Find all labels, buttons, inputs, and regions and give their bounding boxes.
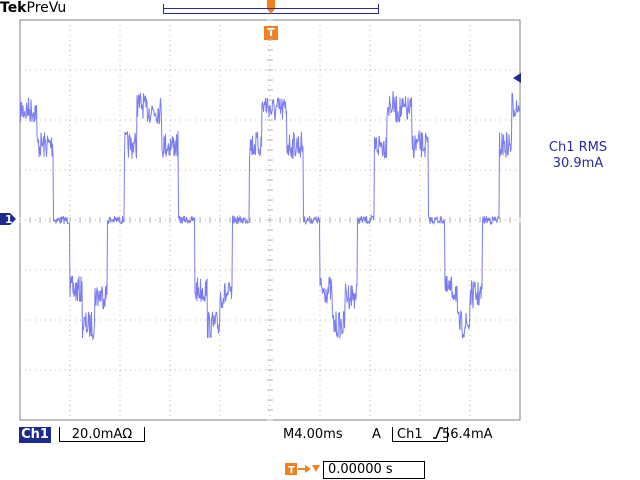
mode-prevu: PreVu <box>26 0 67 16</box>
ch1-badge[interactable]: Ch1 <box>19 427 51 443</box>
ch1-ground-marker[interactable]: 1 <box>0 211 16 227</box>
trigger-source-label: Ch1 <box>397 427 423 442</box>
svg-text:T: T <box>288 465 295 476</box>
rising-edge-icon <box>432 427 443 439</box>
graticule <box>19 19 521 421</box>
ch1-scale: 20.0mAΩ <box>59 427 145 442</box>
trigger-mode: A <box>372 427 381 442</box>
timebase-readout: M4.00ms <box>283 427 343 442</box>
trigger-offset-icon: T <box>285 463 320 476</box>
ch1-waveform <box>19 91 521 341</box>
measurement-label: Ch1 RMS <box>548 140 608 155</box>
svg-text:1: 1 <box>5 213 13 226</box>
brand-label: TekPreVu <box>0 0 66 16</box>
reference-arrow-icon <box>513 73 521 83</box>
trigger-position-icon <box>267 0 275 14</box>
measurement-value: 30.9mA <box>552 156 604 171</box>
trigger-source: Ch1 <box>392 427 448 442</box>
brand-tek: Tek <box>0 0 27 16</box>
trigger-level: 56.4mA <box>442 427 493 442</box>
trigger-offset-field[interactable]: 0.00000 s <box>323 461 425 479</box>
